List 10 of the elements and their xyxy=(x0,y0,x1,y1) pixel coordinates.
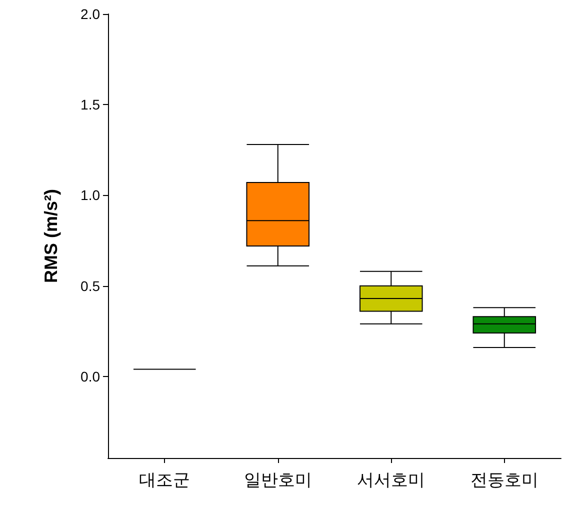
y-tick-label: 1.5 xyxy=(80,96,100,113)
x-tick-label: 전동호미 xyxy=(470,470,538,490)
y-tick-label: 1.0 xyxy=(80,187,100,204)
y-tick-label: 2.0 xyxy=(80,6,100,22)
y-axis-title: RMS (m/s²) xyxy=(41,188,61,283)
x-tick-label: 서서호미 xyxy=(357,470,426,490)
y-tick-label: 0.0 xyxy=(80,368,100,384)
y-tick-label: 0.5 xyxy=(80,278,100,294)
x-tick-label: 대조군 xyxy=(139,470,190,490)
x-tick-label: 일반호미 xyxy=(244,470,312,490)
